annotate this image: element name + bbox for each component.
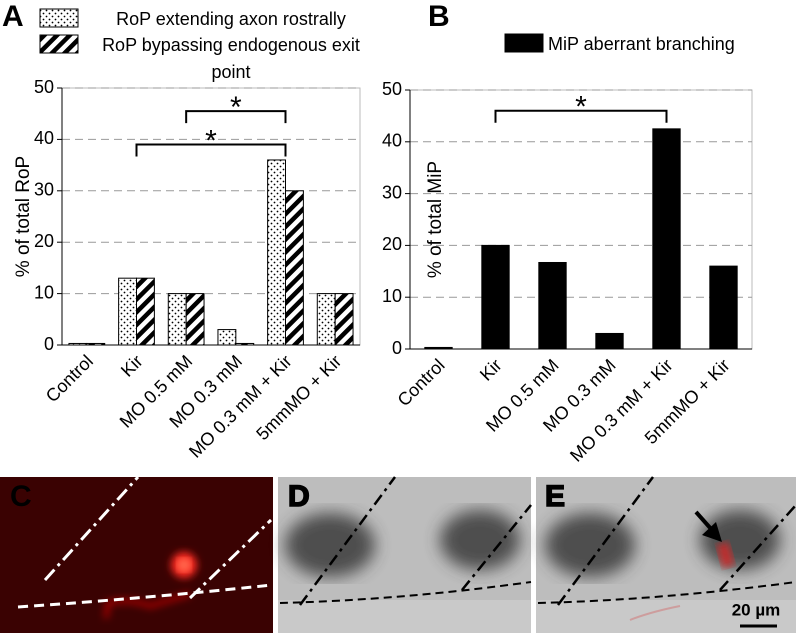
scale-bar-label: 20 µm [732,600,781,619]
bar [167,293,187,346]
y-tick-label: 30 [34,180,54,200]
bar [118,277,138,346]
bar [316,293,336,346]
y-tick-label: 20 [34,231,54,251]
image-e: 20 µm [536,476,796,633]
bar [235,342,255,346]
legend-label-box: MiP aberrant branching [548,34,735,54]
bar [334,293,354,346]
significance-label: * [230,91,242,124]
y-axis-label: % of total RoP [13,156,34,277]
significance-label: * [575,91,587,124]
y-tick-label: 0 [44,334,54,354]
bar [267,159,286,346]
y-tick-label: 30 [382,182,402,202]
legend-label-box: RoP bypassing endogenous exit point [102,35,360,82]
y-tick-label: 40 [34,128,54,148]
x-tick-label: Kir [117,351,147,381]
bar [285,190,304,346]
bar [217,329,237,346]
bar [68,342,88,346]
bar [136,277,155,346]
panel-label: E [545,480,565,513]
bar [538,261,567,350]
legend-label: RoP bypassing endogenous exit point [102,35,360,82]
bar [185,293,205,346]
x-tick-label: MO 0.3 mM + Kir [566,355,677,466]
panel-label: B [428,0,450,33]
image-d [278,476,532,633]
legend-swatch [504,33,544,53]
x-tick-label: Control [42,351,97,406]
significance-label: * [205,124,217,157]
bar [86,342,106,346]
legend-swatch [39,8,79,28]
legend-label: RoP extending axon rostrally [116,9,346,29]
significance-bracket [494,109,668,123]
panel-label: D [288,480,310,513]
plot-frame [409,89,753,350]
bar [595,332,624,350]
y-tick-label: 0 [392,338,402,358]
panel-label: A [2,0,24,33]
significance-bracket [185,110,287,124]
y-tick-label: 20 [382,234,402,254]
bar [481,244,510,350]
image-c [0,475,273,633]
y-tick-label: 10 [382,286,402,306]
y-axis-label: % of total MiP [425,161,446,278]
y-tick-label: 50 [34,77,54,97]
y-tick-label: 10 [34,282,54,302]
bar [424,346,453,350]
significance-bracket [135,143,287,157]
legend-swatch [39,34,79,54]
y-tick-label: 40 [382,131,402,151]
legend-label: MiP aberrant branching [548,34,735,54]
x-tick-label: Kir [476,355,506,385]
x-tick-label: Control [394,355,449,410]
bar [709,265,738,350]
panel-label: C [10,480,32,513]
legend-label-box: RoP extending axon rostrally [116,9,346,29]
y-tick-label: 50 [382,79,402,99]
bar [652,128,681,350]
